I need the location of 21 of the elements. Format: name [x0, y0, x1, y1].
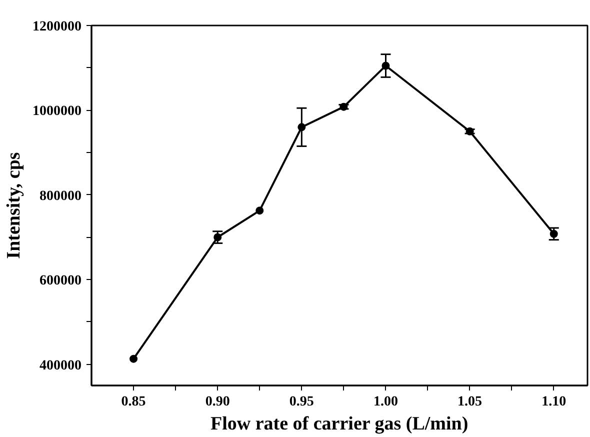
point: [550, 230, 558, 238]
x-tick-label: 0.95: [289, 394, 314, 410]
text: 0.90: [205, 394, 230, 410]
point: [382, 62, 390, 70]
point: [256, 206, 264, 215]
point: [298, 123, 306, 132]
y-tick-label: 600000: [40, 274, 82, 289]
point: [340, 102, 348, 111]
y-tick-label: 800000: [40, 188, 82, 204]
point: [466, 127, 474, 136]
x-axis-title: Flow rate of carrier gas (L/min): [210, 414, 468, 434]
y-tick-label: 400000: [40, 358, 82, 374]
x-tick-label: 0.85: [121, 394, 146, 410]
text: 1.00: [373, 394, 398, 410]
point: [214, 233, 222, 242]
text: 1.10: [542, 394, 566, 410]
point: [130, 354, 138, 363]
x-tick-label: 1.05: [458, 394, 482, 410]
y-tick-label: 1000000: [32, 104, 82, 120]
y-tick-label: 1200000: [32, 20, 82, 34]
y-axis-title: Intensity, cps: [4, 152, 24, 259]
